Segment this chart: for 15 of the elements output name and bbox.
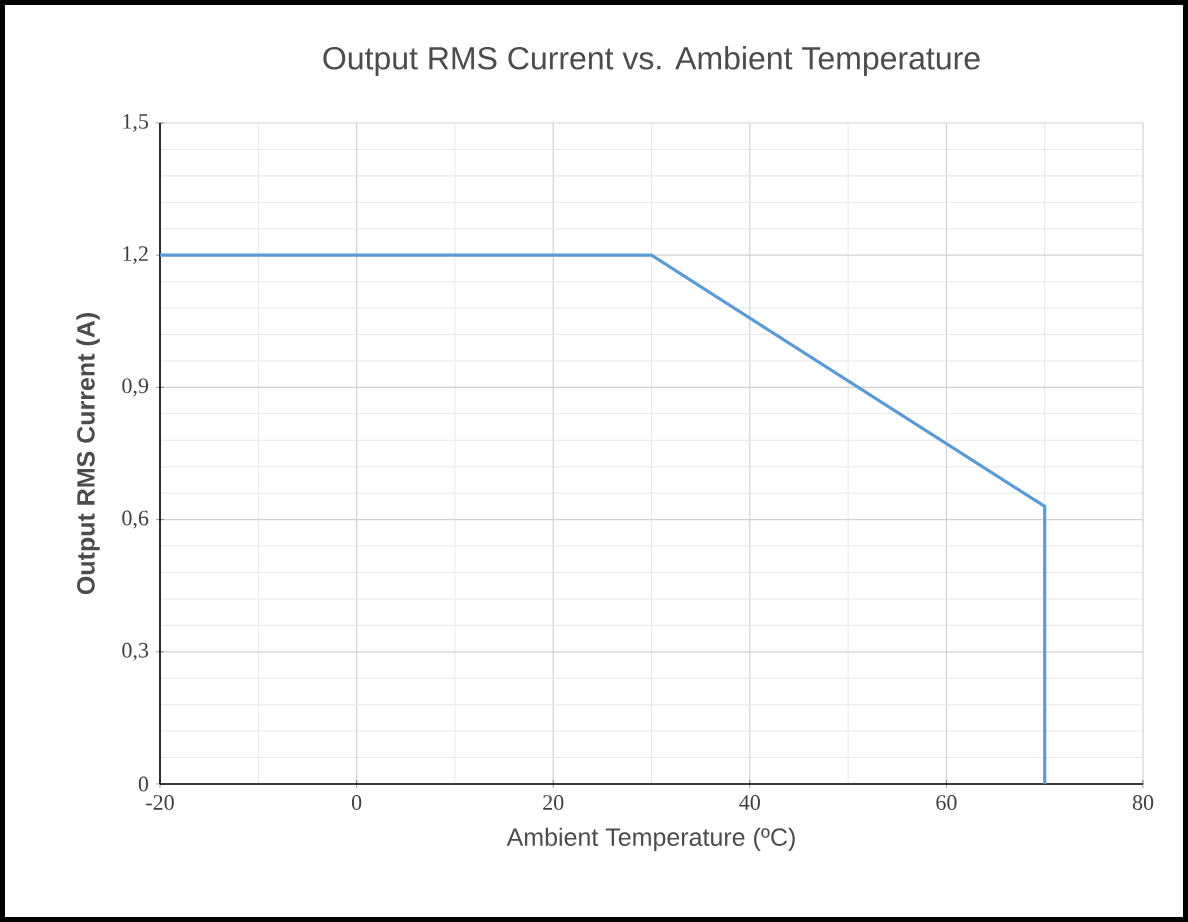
x-tick-label: 0 (351, 795, 362, 810)
x-tick-label: -20 (146, 795, 174, 810)
y-tick-label: 1,2 (123, 246, 148, 265)
x-tick-label: 60 (936, 795, 957, 810)
x-tick-label: 80 (1132, 795, 1154, 810)
y-tick-label: 0,3 (122, 642, 149, 661)
y-tick-label: 0,6 (122, 510, 149, 529)
y-tick-label: 0,9 (122, 378, 149, 397)
y-tick-label: 0 (138, 776, 149, 792)
x-axis-title: Ambient Temperature (ºC) (506, 827, 795, 851)
y-tick-label: 1,5 (123, 114, 149, 132)
y-axis-title: Output RMS Current (A) (76, 313, 100, 595)
x-tick-label: 20 (543, 795, 564, 810)
chart-title: Output RMS Current vs. Ambient Temperature (323, 46, 980, 76)
x-tick-label: 40 (739, 795, 760, 810)
